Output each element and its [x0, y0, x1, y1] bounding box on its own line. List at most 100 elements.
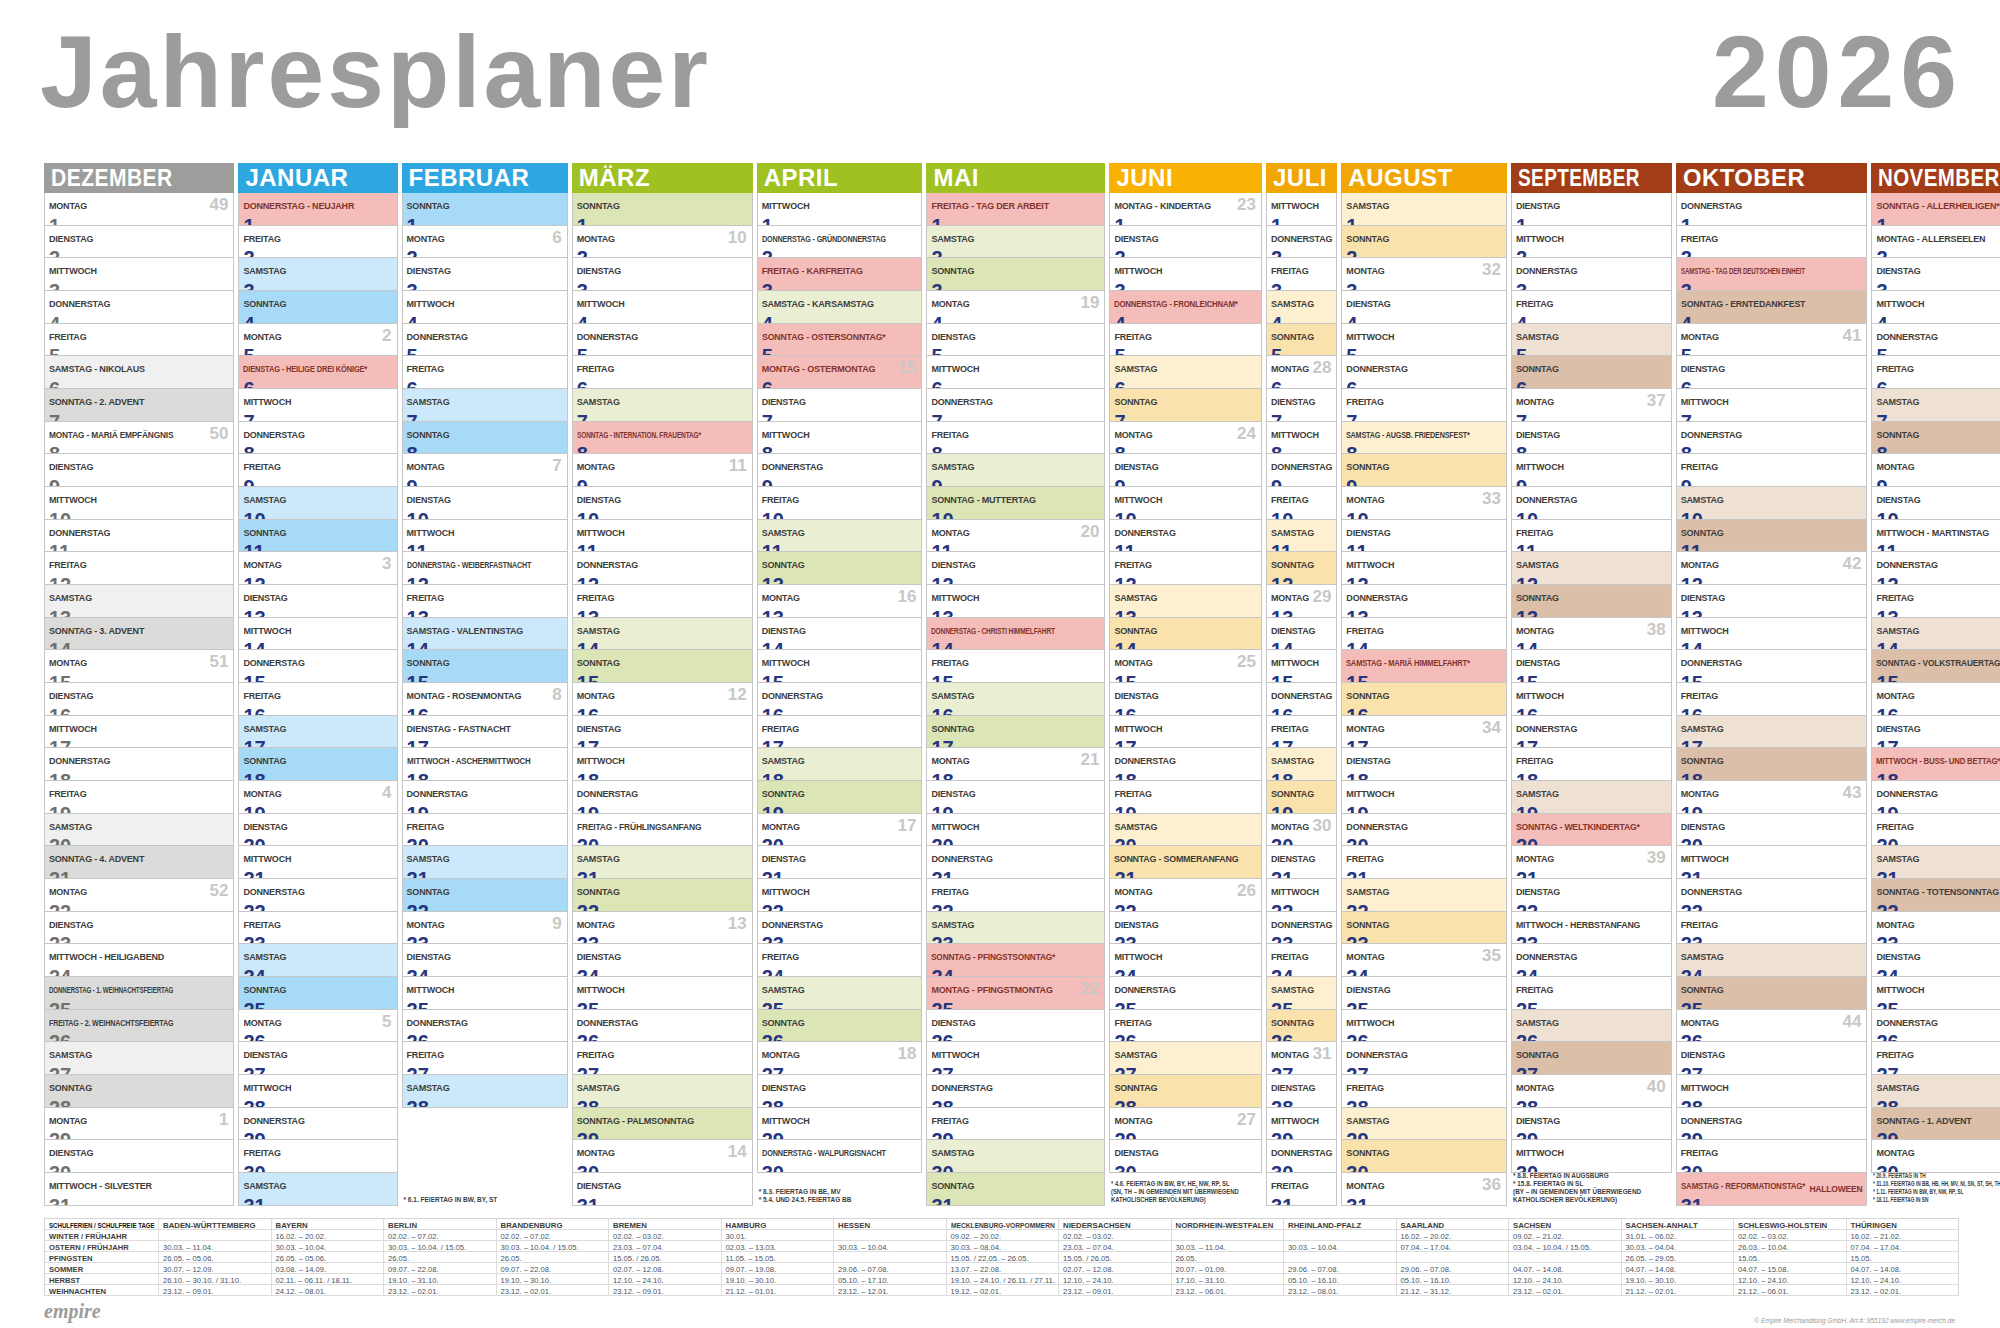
school-value: 19.10. – 30.10.	[501, 1276, 552, 1285]
month-name: AUGUST	[1348, 163, 1452, 193]
day-cell: DONNERSTAG - WALPURGISNACHT30	[757, 1140, 923, 1173]
day-number: 23	[49, 934, 229, 944]
day-number: 31	[243, 1196, 392, 1206]
school-value: 21.12. – 06.01.	[1738, 1287, 1789, 1296]
day-label: MITTWOCH	[931, 594, 979, 603]
school-value-cell: 30.03. – 04.04.	[1621, 1241, 1734, 1252]
day-number: 21	[1271, 869, 1332, 879]
day-cell: DIENSTAG2	[1109, 226, 1262, 259]
month-days: SONNTAG - ALLERHEILIGEN*1MONTAG - ALLERS…	[1871, 193, 2000, 1206]
day-cell: MITTWOCH1	[1266, 193, 1337, 226]
school-value-cell: 23.12. – 02.01.	[496, 1285, 609, 1296]
day-cell: SAMSTAG16	[926, 683, 1105, 716]
school-value-cell: 09.02. – 20.02.	[946, 1230, 1059, 1241]
day-number: 6	[243, 379, 392, 389]
day-cell: SONNTAG - 4. ADVENT21	[44, 846, 234, 879]
day-cell: MITTWOCH - ASCHERMITTWOCH18	[402, 748, 568, 781]
day-label: DIENSTAG	[1114, 692, 1158, 701]
day-cell: FREITAG19	[1109, 781, 1262, 814]
day-label: SONNTAG - 3. ADVENT	[49, 627, 144, 636]
day-number: 27	[1271, 1065, 1332, 1075]
day-label: SAMSTAG	[931, 1149, 974, 1158]
footnote-line: * 15.8. FEIERTAG IN SL	[1513, 1180, 1641, 1188]
day-label: DIENSTAG	[1516, 659, 1560, 668]
day-number: 28	[1346, 1098, 1502, 1108]
day-number: 12	[931, 575, 1100, 585]
day-number: 1	[1114, 216, 1257, 226]
week-number: 10	[728, 228, 747, 248]
day-label: SONNTAG - 1. ADVENT	[1876, 1117, 1971, 1126]
school-value-cell	[1508, 1252, 1621, 1263]
day-label: DIENSTAG	[49, 1149, 93, 1158]
day-label: MITTWOCH	[1876, 300, 1924, 309]
day-cell: MONTAG26	[402, 226, 568, 259]
day-label: SONNTAG	[1516, 594, 1559, 603]
day-label: DIENSTAG	[243, 823, 287, 832]
day-label: SAMSTAG	[577, 627, 620, 636]
day-label: FREITAG	[1346, 855, 1383, 864]
school-value-cell: 16.02. – 20.02.	[1396, 1230, 1509, 1241]
day-label: MONTAG - ROSENMONTAG	[407, 692, 522, 701]
day-label: MONTAG	[1516, 627, 1554, 636]
school-state-header: THÜRINGEN	[1846, 1219, 1959, 1230]
day-cell: MONTAG239	[402, 912, 568, 945]
day-label: SAMSTAG	[1114, 1051, 1157, 1060]
day-cell: DIENSTAG22	[1511, 879, 1672, 912]
school-state-name: THÜRINGEN	[1851, 1221, 1897, 1230]
day-cell: FREITAG8	[926, 422, 1105, 455]
school-row-label: OSTERN / FRÜHJAHR	[45, 1241, 158, 1252]
day-number: 23	[407, 934, 563, 944]
school-value: 16.02. – 20.02.	[1401, 1232, 1452, 1241]
day-number: 10	[1681, 510, 1863, 520]
school-value: 23.12. – 02.01.	[1513, 1287, 1564, 1296]
day-cell: DIENSTAG26	[926, 1010, 1105, 1043]
day-cell: SONNTAG - ERNTEDANKFEST4	[1676, 291, 1868, 324]
day-label: SONNTAG - ALLERHEILIGEN*	[1876, 202, 1999, 211]
day-cell: SONNTAG3	[926, 258, 1105, 291]
day-number: 15	[243, 673, 392, 683]
day-cell: MONTAG2840	[1511, 1075, 1672, 1108]
school-state-name: MECKLENBURG-VORPOMMERN	[951, 1221, 1055, 1230]
day-label: DIENSTAG	[762, 398, 806, 407]
day-number: 11	[1876, 542, 2000, 552]
day-cell: FREITAG17	[757, 716, 923, 749]
day-cell: SAMSTAG25	[757, 977, 923, 1010]
day-label: SAMSTAG - TAG DER DEUTSCHEN EINHEIT	[1681, 267, 1805, 276]
day-number: 7	[1681, 412, 1863, 422]
day-number: 9	[1114, 477, 1257, 487]
day-cell: MITTWOCH29	[1266, 1108, 1337, 1141]
day-label: FREITAG	[762, 953, 799, 962]
school-value-cell: 05.10. – 16.10.	[1283, 1274, 1396, 1285]
day-number: 13	[1346, 608, 1502, 618]
day-cell: MITTWOCH17	[44, 716, 234, 749]
day-cell	[402, 1108, 568, 1141]
day-number: 13	[49, 608, 229, 618]
day-number: 23	[577, 934, 748, 944]
day-number: 13	[1114, 608, 1257, 618]
day-label: FREITAG	[1114, 561, 1151, 570]
day-number: 20	[407, 836, 563, 846]
day-cell: DONNERSTAG29	[238, 1108, 397, 1141]
day-cell: DONNERSTAG5	[402, 324, 568, 357]
day-cell: DIENSTAG30	[1109, 1140, 1262, 1173]
school-value-cell: 30.07. – 12.09.	[158, 1263, 271, 1274]
day-label: FREITAG	[931, 431, 968, 440]
day-number: 15	[1114, 673, 1257, 683]
day-number: 9	[762, 477, 918, 487]
day-number: 27	[243, 1065, 392, 1075]
day-number: 4	[931, 314, 1100, 324]
day-label: SONNTAG	[1681, 757, 1724, 766]
day-label: MITTWOCH	[243, 627, 291, 636]
day-cell: MONTAG2030	[1266, 814, 1337, 847]
school-value: 30.03. – 10.04.	[838, 1243, 889, 1252]
day-label: SONNTAG - MUTTERTAG	[931, 496, 1035, 505]
school-value: 21.12. – 01.01.	[726, 1287, 777, 1296]
school-value-cell: 30.03. – 10.04.	[833, 1241, 946, 1252]
day-cell: MITTWOCH8	[1266, 422, 1337, 455]
school-value: 29.06. – 07.08.	[1401, 1265, 1452, 1274]
day-cell: DIENSTAG14	[1266, 618, 1337, 651]
school-table-title: SCHULFERIEN / SCHULFREIE TAGE	[45, 1219, 158, 1230]
school-state-header: BRANDENBURG	[496, 1219, 609, 1230]
day-cell: FREITAG29	[926, 1108, 1105, 1141]
school-value-cell: 30.03. – 11.04.	[158, 1241, 271, 1252]
